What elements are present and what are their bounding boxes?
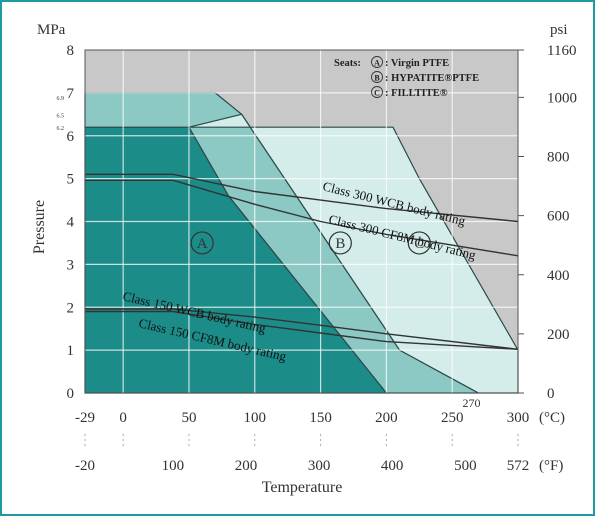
y-tick-psi: 600 [547, 209, 570, 225]
x-tick-fahrenheit: 100 [162, 458, 185, 474]
legend-item: : Virgin PTFE [385, 58, 449, 69]
x-tick-celsius: 300 [507, 410, 530, 426]
y-tick-psi: 400 [547, 268, 570, 284]
x-tick-celsius: 0 [119, 410, 127, 426]
legend-letter: C [374, 89, 380, 98]
legend-title: Seats: [334, 58, 361, 69]
region-marker-circle [190, 231, 214, 255]
x-tick-fahrenheit: 300 [308, 458, 331, 474]
x-tick-fahrenheit: 500 [454, 458, 477, 474]
legend-marker [371, 86, 383, 98]
y-tick-mpa: 7 [67, 86, 75, 102]
rating-line [85, 310, 519, 350]
right-unit-label: psi [550, 22, 568, 38]
y-small-tick: 6.5 [57, 113, 65, 119]
y-tick-mpa: 5 [67, 172, 75, 188]
legend-letter: A [374, 59, 380, 68]
x-unit-fahrenheit: (°F) [539, 458, 563, 474]
legend-marker [371, 71, 383, 83]
legend-letter: B [374, 74, 380, 83]
plot-border [84, 49, 519, 394]
y-tick-mpa: 3 [67, 257, 75, 273]
y-tick-mpa: 4 [67, 215, 75, 231]
legend-item: : FILLTITE® [385, 88, 448, 99]
y-tick-psi: 1000 [547, 90, 577, 106]
y-axis-title: Pressure [31, 200, 48, 254]
x-tick-celsius: 150 [309, 410, 332, 426]
x-tick-celsius: 100 [244, 410, 267, 426]
x-tick-fahrenheit: 572 [507, 458, 530, 474]
x-tick-fahrenheit: 400 [381, 458, 404, 474]
y-small-tick: 6.9 [57, 96, 65, 102]
x-axis-title: Temperature [262, 479, 343, 496]
y-tick-mpa: 0 [67, 386, 75, 402]
legend-item: : HYPATITE®PTFE [385, 73, 479, 84]
region-marker-circle [407, 231, 431, 255]
region-marker-circle [328, 231, 352, 255]
x-tick-fahrenheit: -20 [75, 458, 95, 474]
x-unit-celsius: (°C) [539, 410, 565, 426]
x-tick-celsius: -29 [75, 410, 95, 426]
y-tick-mpa: 1 [67, 343, 75, 359]
y-tick-mpa: 6 [67, 129, 75, 145]
rating-line [85, 173, 519, 223]
x-tick-celsius: 50 [181, 410, 196, 426]
y-tick-psi: 1160 [547, 43, 576, 59]
x-tick-270: 270 [463, 396, 481, 410]
x-tick-celsius: 250 [441, 410, 464, 426]
left-unit-label: MPa [37, 22, 66, 38]
y-small-tick: 6.2 [57, 126, 65, 132]
y-tick-mpa: 8 [67, 43, 75, 59]
legend-marker [371, 56, 383, 68]
rating-line [85, 179, 519, 257]
region-marker-label: C [414, 236, 424, 252]
x-tick-celsius: 200 [375, 410, 398, 426]
region-marker-label: B [335, 236, 345, 252]
y-tick-psi: 0 [547, 386, 555, 402]
x-tick-fahrenheit: 200 [235, 458, 258, 474]
rating-line [85, 308, 519, 350]
y-tick-psi: 200 [547, 327, 570, 343]
y-tick-mpa: 2 [67, 300, 75, 316]
region-marker-label: A [197, 236, 208, 252]
y-tick-psi: 800 [547, 150, 570, 166]
